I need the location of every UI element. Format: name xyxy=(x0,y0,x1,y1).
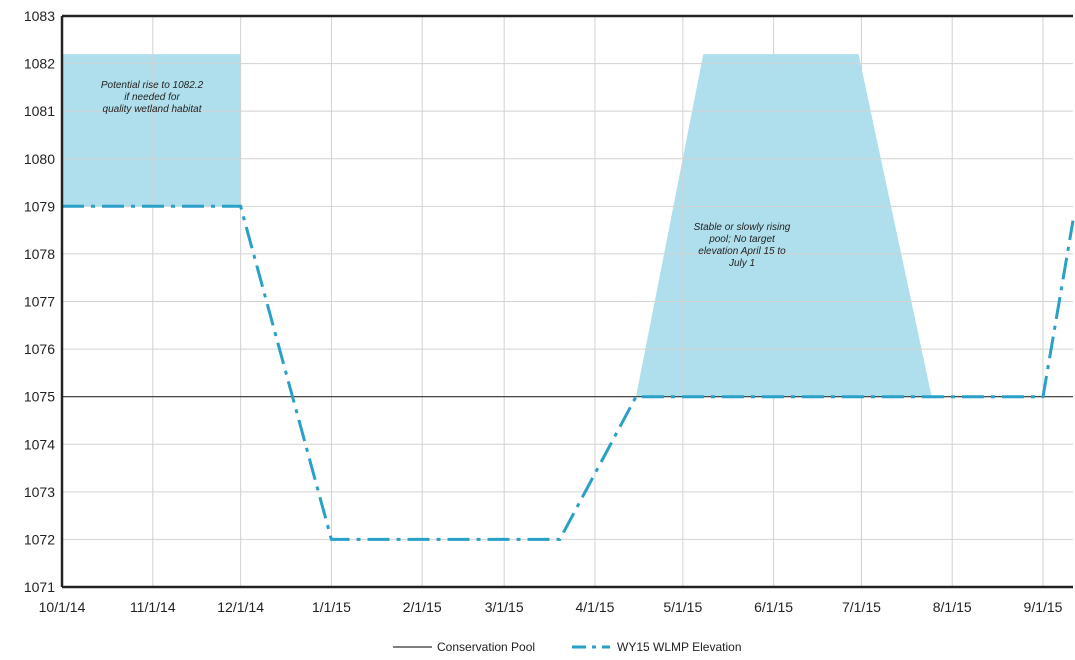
x-tick-label: 3/1/15 xyxy=(485,599,524,615)
band-note-line: Potential rise to 1082.2 xyxy=(101,80,204,91)
x-tick-label: 8/1/15 xyxy=(933,599,972,615)
y-tick-label: 1081 xyxy=(24,103,55,119)
y-tick-label: 1080 xyxy=(24,151,55,167)
y-tick-labels: 1071 1072 1073 1074 1075 1076 1077 1078 1079 1080… xyxy=(24,8,55,595)
x-tick-label: 12/1/14 xyxy=(217,599,264,615)
x-tick-label: 10/1/14 xyxy=(39,599,86,615)
band-note-line: elevation April 15 to xyxy=(698,246,786,257)
band-note-line: Stable or slowly rising xyxy=(694,222,791,233)
band-note-line: pool; No target xyxy=(708,234,776,245)
y-tick-label: 1073 xyxy=(24,484,55,500)
y-tick-label: 1072 xyxy=(24,531,55,547)
x-tick-label: 2/1/15 xyxy=(403,599,442,615)
annotations: Potential rise to 1082.2if needed forqua… xyxy=(101,80,791,269)
x-tick-label: 6/1/15 xyxy=(754,599,793,615)
band-note-line: quality wetland habitat xyxy=(103,104,203,115)
y-tick-label: 1078 xyxy=(24,246,55,262)
band-note-line: if needed for xyxy=(124,92,180,103)
y-tick-label: 1071 xyxy=(24,579,55,595)
gridlines xyxy=(61,15,1073,588)
legend: Conservation Pool WY15 WLMP Elevation xyxy=(393,640,742,654)
x-tick-label: 11/1/14 xyxy=(130,599,176,615)
x-tick-labels: 10/1/14 11/1/14 12/1/14 1/1/15 2/1/15 3/1/15 4… xyxy=(39,599,1063,615)
x-tick-label: 5/1/15 xyxy=(663,599,702,615)
legend-label-conservation-pool: Conservation Pool xyxy=(437,640,535,654)
shaded-bands xyxy=(62,54,932,397)
x-tick-label: 9/1/15 xyxy=(1024,599,1063,615)
axes xyxy=(60,14,1073,589)
x-tick-label: 4/1/15 xyxy=(575,599,614,615)
series-line-2 xyxy=(62,204,1075,541)
band-note-line: July 1 xyxy=(728,258,755,269)
x-tick-label: 1/1/15 xyxy=(312,599,351,615)
y-tick-label: 1079 xyxy=(24,198,55,214)
y-tick-label: 1074 xyxy=(24,436,55,452)
y-tick-label: 1077 xyxy=(24,294,55,310)
legend-label-wy15-wlmp: WY15 WLMP Elevation xyxy=(617,640,742,654)
y-tick-label: 1083 xyxy=(24,8,55,24)
y-tick-label: 1076 xyxy=(24,341,55,357)
band-2 xyxy=(636,54,932,397)
y-tick-label: 1075 xyxy=(24,389,55,405)
series-lines xyxy=(62,204,1075,541)
band-1 xyxy=(62,54,241,207)
x-tick-label: 7/1/15 xyxy=(842,599,881,615)
y-tick-label: 1082 xyxy=(24,56,55,72)
